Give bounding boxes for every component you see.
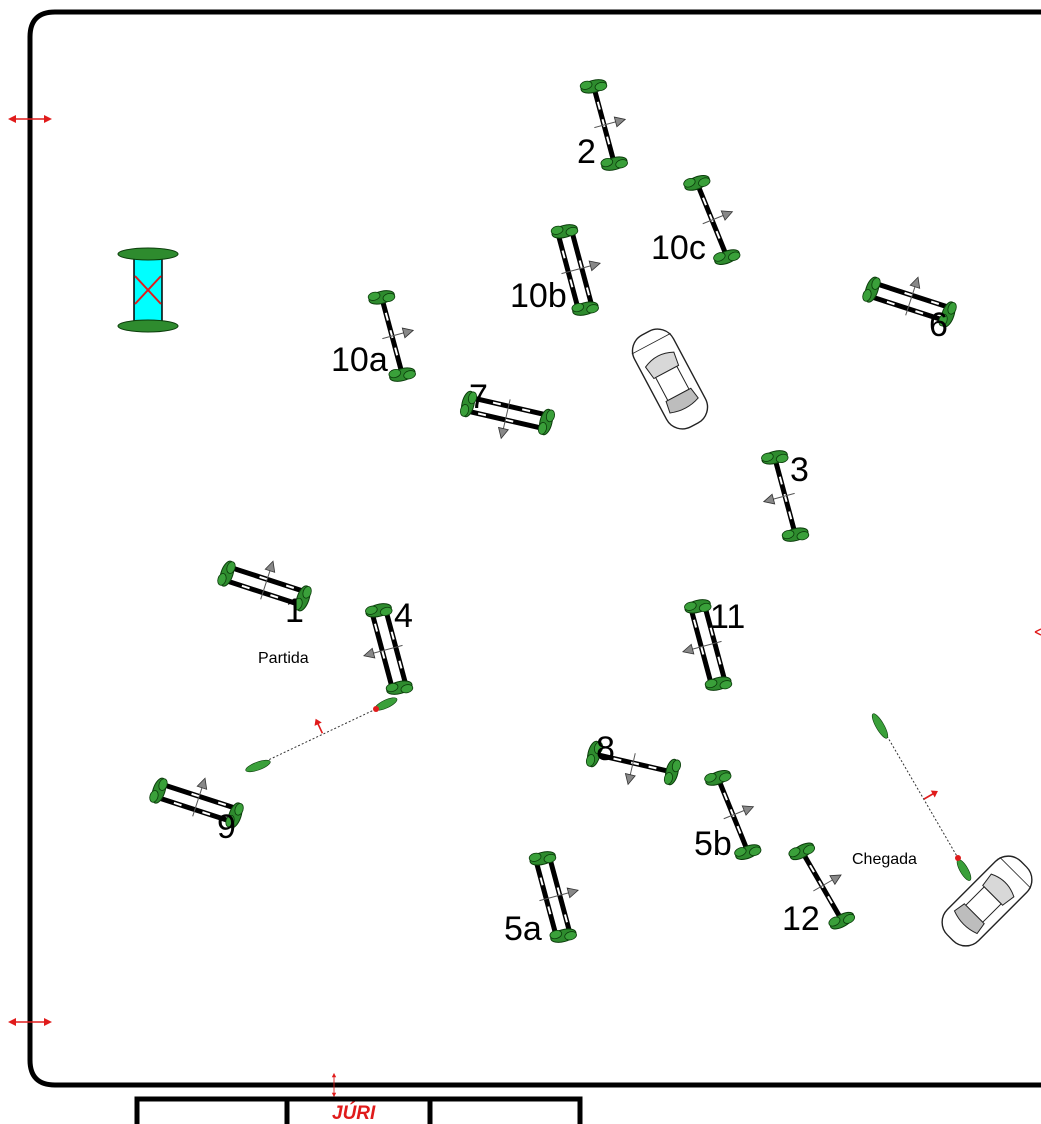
obstacle-label-5a: 5a	[504, 910, 542, 948]
obstacle-label-9: 9	[217, 808, 236, 846]
direction-arrow-icon	[923, 790, 938, 800]
obstacle-label-6: 6	[929, 306, 948, 344]
obstacle-label-11: 11	[710, 598, 745, 636]
obstacle-label-3: 3	[790, 451, 809, 489]
water-jump-icon	[117, 247, 179, 333]
finish-line	[871, 713, 972, 881]
obstacle-label-7: 7	[469, 378, 488, 416]
jury-label: JÚRI	[332, 1102, 376, 1124]
obstacle-label-10b: 10b	[510, 277, 567, 315]
gate-arrow-right-icon	[1034, 628, 1041, 636]
start-line	[245, 697, 398, 773]
finish-label: Chegada	[852, 851, 917, 868]
obstacle-label-10c: 10c	[651, 229, 706, 267]
start-label: Partida	[258, 650, 309, 667]
obstacle-label-1: 1	[285, 592, 304, 630]
direction-arrow-icon	[314, 718, 324, 734]
obstacle-label-12: 12	[782, 900, 820, 938]
obstacle-label-8: 8	[596, 730, 615, 768]
obstacle-label-10a: 10a	[331, 341, 388, 379]
arena-boundary	[27, 9, 1041, 1088]
car-icon	[625, 322, 715, 436]
obstacle-label-4: 4	[394, 597, 413, 635]
obstacle-label-5b: 5b	[694, 825, 732, 863]
car-icon	[933, 847, 1041, 955]
obstacle-label-2: 2	[577, 133, 596, 171]
jury-box	[134, 1096, 583, 1124]
